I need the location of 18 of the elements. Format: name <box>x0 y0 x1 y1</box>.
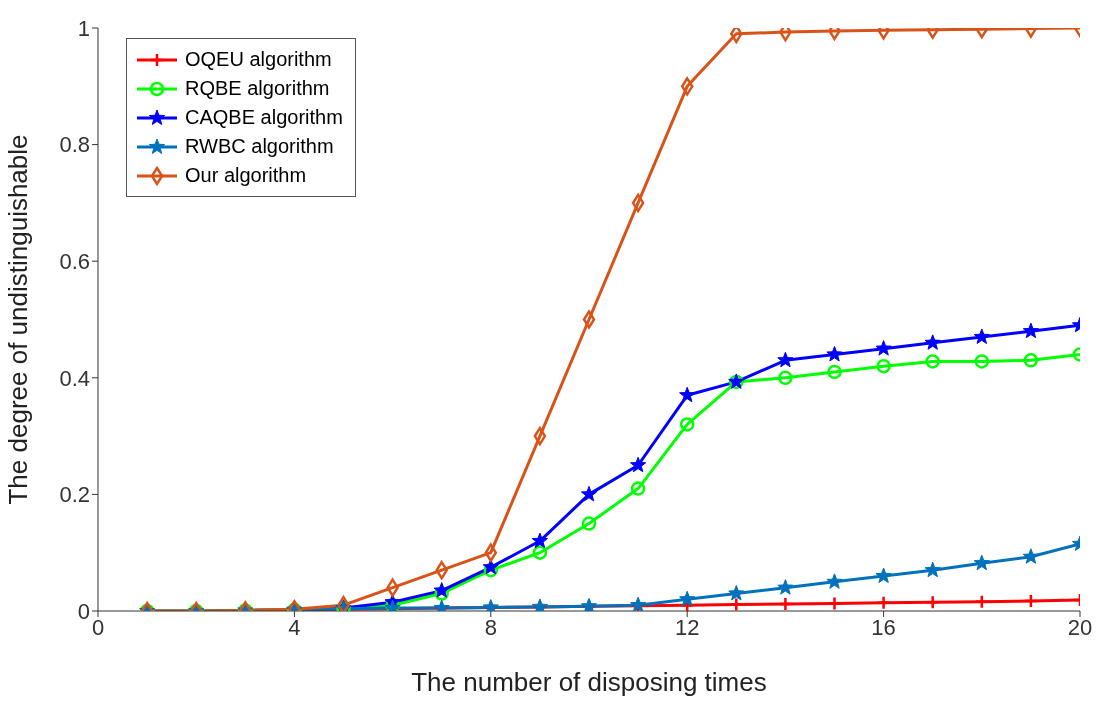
x-axis-title: The number of disposing times <box>411 667 767 697</box>
x-tick-label: 16 <box>871 614 896 640</box>
legend-label: RQBE algorithm <box>185 77 330 100</box>
y-tick-label: 0.4 <box>59 365 90 391</box>
x-tick-label: 12 <box>674 614 700 640</box>
y-tick-label: 1 <box>77 15 90 41</box>
y-tick-label: 0 <box>77 598 90 624</box>
x-tick-label: 8 <box>484 614 497 640</box>
y-axis-title: The degree of undistinguishable <box>3 134 34 505</box>
legend-label: RWBC algorithm <box>185 135 334 158</box>
legend-label: Our algorithm <box>185 164 307 187</box>
x-tick-label: 20 <box>1067 614 1093 640</box>
y-tick-label: 0.2 <box>59 482 90 508</box>
x-tick-label: 4 <box>288 614 301 640</box>
legend-label: OQEU algorithm <box>185 48 332 71</box>
y-tick-label: 0.8 <box>59 132 90 158</box>
legend-label: CAQBE algorithm <box>185 106 343 129</box>
y-tick-label: 0.6 <box>59 249 90 275</box>
